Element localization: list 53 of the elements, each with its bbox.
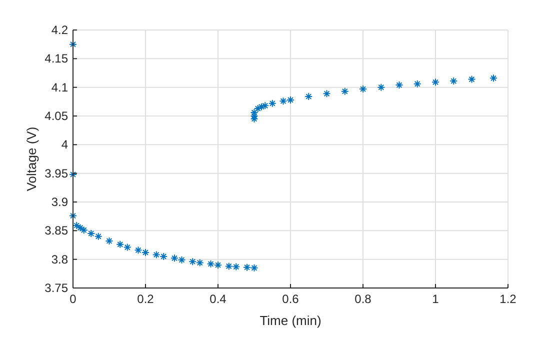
point <box>214 261 222 270</box>
point <box>468 75 476 84</box>
point <box>178 256 186 264</box>
point <box>304 92 313 101</box>
point <box>432 78 440 86</box>
x-tick-label: 0 <box>70 292 77 306</box>
y-tick-label: 3.9 <box>51 195 68 209</box>
point <box>116 240 124 248</box>
point <box>232 262 240 271</box>
y-tick-label: 3.8 <box>51 252 68 266</box>
point <box>76 224 84 232</box>
point <box>123 243 132 252</box>
point <box>72 222 81 230</box>
point <box>80 226 88 234</box>
point <box>224 262 233 270</box>
y-tick-label: 4 <box>61 138 68 152</box>
x-axis-title: Time (min) <box>260 313 322 328</box>
x-tick-label: 0.8 <box>354 292 372 306</box>
x-tick-label: 0.2 <box>137 292 154 306</box>
y-tick-label: 3.75 <box>44 281 68 295</box>
point <box>377 83 386 92</box>
point <box>258 102 266 111</box>
point <box>322 90 331 98</box>
point <box>206 260 215 268</box>
y-tick-label: 4.1 <box>51 80 68 94</box>
y-tick-label: 3.95 <box>44 166 68 180</box>
y-tick-label: 4.05 <box>44 109 68 123</box>
x-tick-label: 1.2 <box>500 292 517 306</box>
point <box>134 246 142 254</box>
y-tick-label: 4.2 <box>51 23 68 37</box>
point <box>188 258 197 266</box>
point <box>196 258 204 267</box>
point <box>105 236 114 245</box>
x-tick-label: 1 <box>432 292 440 306</box>
point <box>87 230 96 238</box>
point <box>152 250 160 259</box>
point <box>413 80 422 88</box>
point <box>243 263 251 272</box>
point <box>359 85 367 94</box>
x-tick-label: 0.6 <box>282 292 300 306</box>
point <box>250 264 258 272</box>
point <box>450 77 458 86</box>
point <box>395 81 404 90</box>
x-tick-label: 0.4 <box>210 292 227 306</box>
point <box>160 252 168 260</box>
point <box>170 254 178 262</box>
point <box>142 248 150 256</box>
y-axis-title: Voltage (V) <box>24 126 39 192</box>
y-tick-label: 3.85 <box>44 224 68 238</box>
point <box>490 74 498 82</box>
point <box>340 87 349 96</box>
point <box>94 232 102 240</box>
y-tick-label: 4.15 <box>44 52 68 66</box>
